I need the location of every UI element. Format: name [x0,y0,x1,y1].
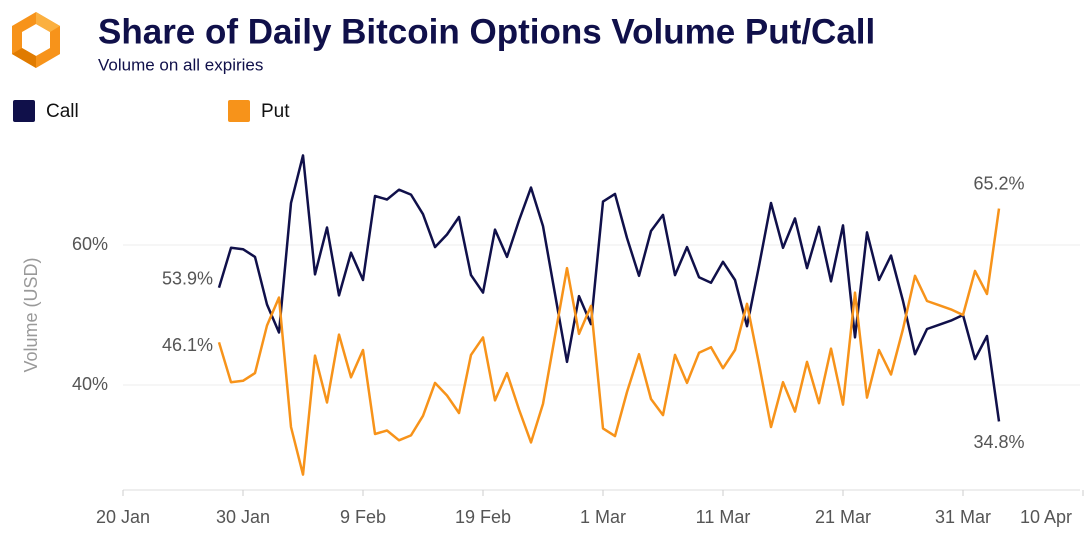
x-tick-label: 1 Mar [580,507,626,527]
legend-label: Call [46,101,79,122]
legend-swatch [228,100,250,122]
data-label: 53.9% [162,268,213,288]
series-line [217,208,1001,476]
x-tick-label: 21 Mar [815,507,871,527]
chart-title: Share of Daily Bitcoin Options Volume Pu… [98,12,875,51]
x-tick-label: 9 Feb [340,507,386,527]
series-line [217,154,1001,422]
data-label: 34.8% [973,432,1024,452]
y-axis-label: Volume (USD) [21,257,41,372]
x-tick-label: 20 Jan [96,507,150,527]
x-tick-label: 31 Mar [935,507,991,527]
chart-subtitle: Volume on all expiries [98,55,263,74]
data-label: 46.1% [162,335,213,355]
legend-label: Put [261,101,290,122]
x-tick-label: 19 Feb [455,507,511,527]
legend-swatch [13,100,35,122]
x-tick-label: 10 Apr [1020,507,1072,527]
y-tick-label: 40% [72,374,108,394]
logo [12,12,60,68]
y-tick-label: 60% [72,234,108,254]
data-label: 65.2% [973,173,1024,193]
x-tick-label: 30 Jan [216,507,270,527]
x-tick-label: 11 Mar [696,507,751,527]
